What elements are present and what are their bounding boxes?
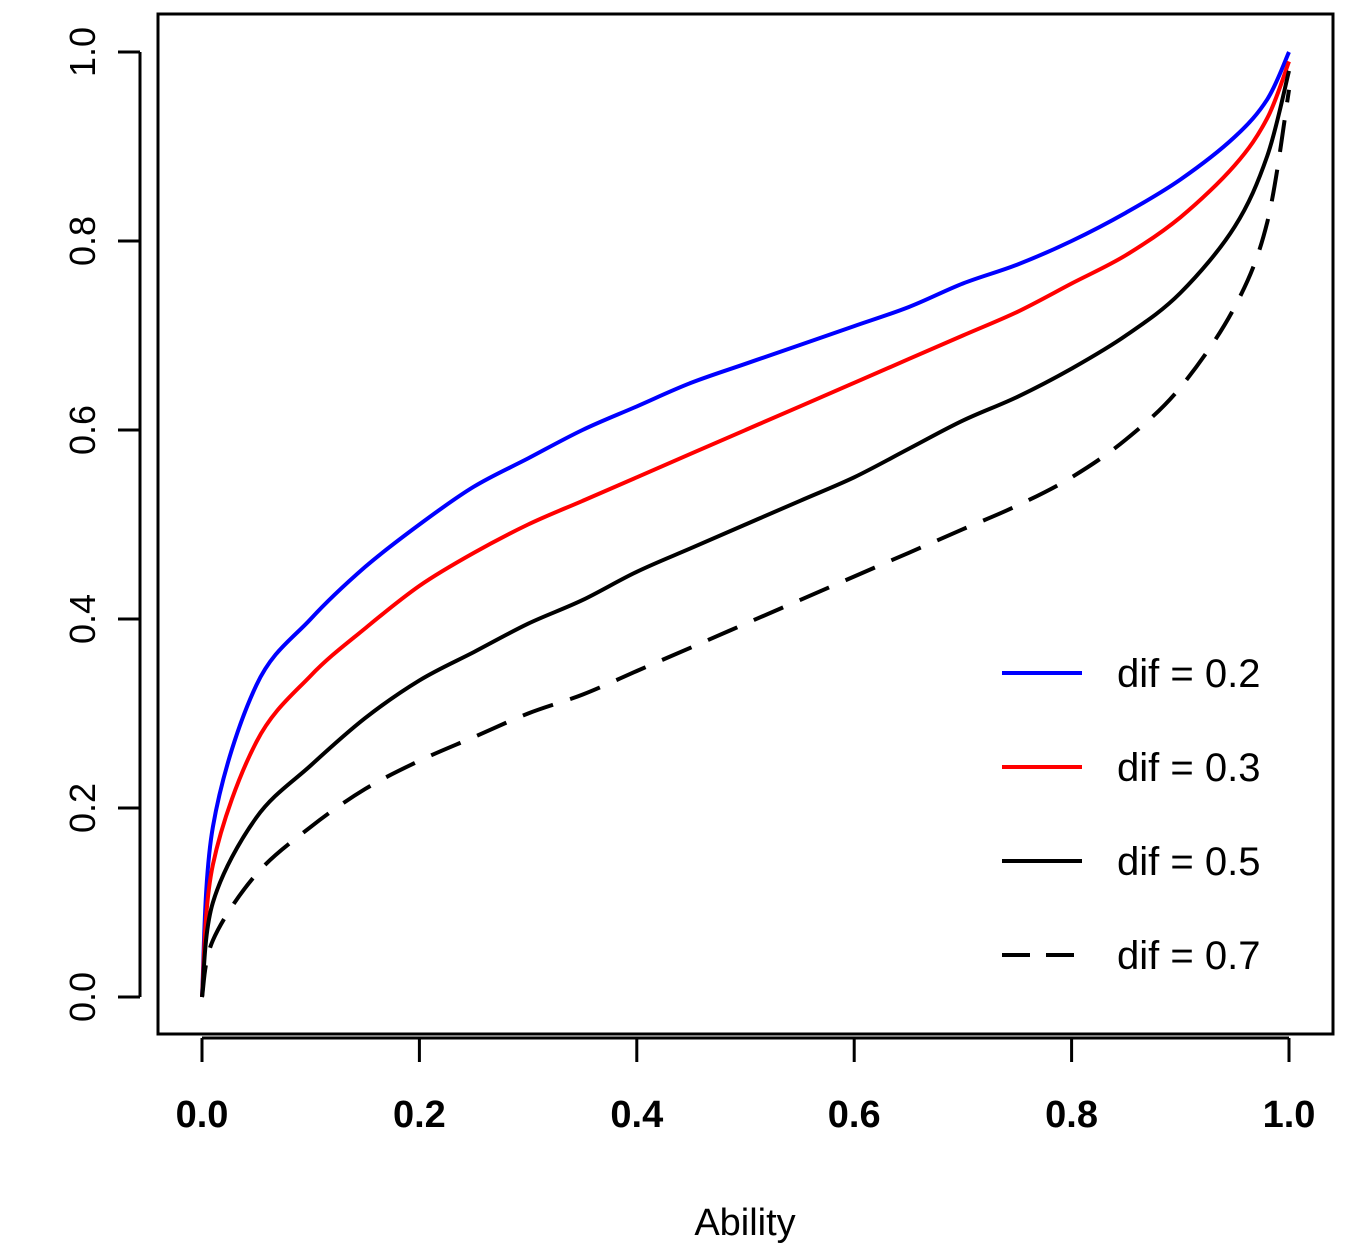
legend-label-2: dif = 0.3 — [1117, 746, 1260, 790]
plot-frame — [156, 12, 1335, 1036]
x-tick-label: 0.4 — [610, 1094, 663, 1136]
legend: dif = 0.2 dif = 0.3 dif = 0.5 dif = 0.7 — [1002, 652, 1260, 978]
y-tick-label: 1.0 — [62, 27, 103, 77]
series-line-1 — [200, 51, 1291, 998]
x-tick-label: 0.0 — [176, 1094, 229, 1136]
x-axis-label: Ability — [694, 1202, 795, 1244]
x-tick-label: 0.6 — [828, 1094, 881, 1136]
series-line-3 — [200, 70, 1291, 998]
y-tick-label: 0.2 — [62, 783, 103, 833]
series-line-2 — [200, 60, 1291, 998]
series-layer — [200, 51, 1291, 998]
x-tick-label: 1.0 — [1263, 1094, 1316, 1136]
y-tick-label: 0.6 — [62, 405, 103, 455]
legend-label-3: dif = 0.5 — [1117, 840, 1260, 884]
x-tick-label: 0.8 — [1045, 1094, 1098, 1136]
series-line-4 — [200, 89, 1291, 998]
legend-label-4: dif = 0.7 — [1117, 934, 1260, 978]
x-tick-label: 0.2 — [393, 1094, 446, 1136]
legend-label-1: dif = 0.2 — [1117, 652, 1260, 696]
y-axis: 0.0 0.2 0.4 0.6 0.8 1.0 — [62, 27, 142, 1022]
y-tick-label: 0.8 — [62, 216, 103, 266]
x-axis: 0.0 0.2 0.4 0.6 0.8 1.0 — [176, 1036, 1316, 1136]
y-tick-label: 0.4 — [62, 594, 103, 644]
y-tick-label: 0.0 — [62, 972, 103, 1022]
